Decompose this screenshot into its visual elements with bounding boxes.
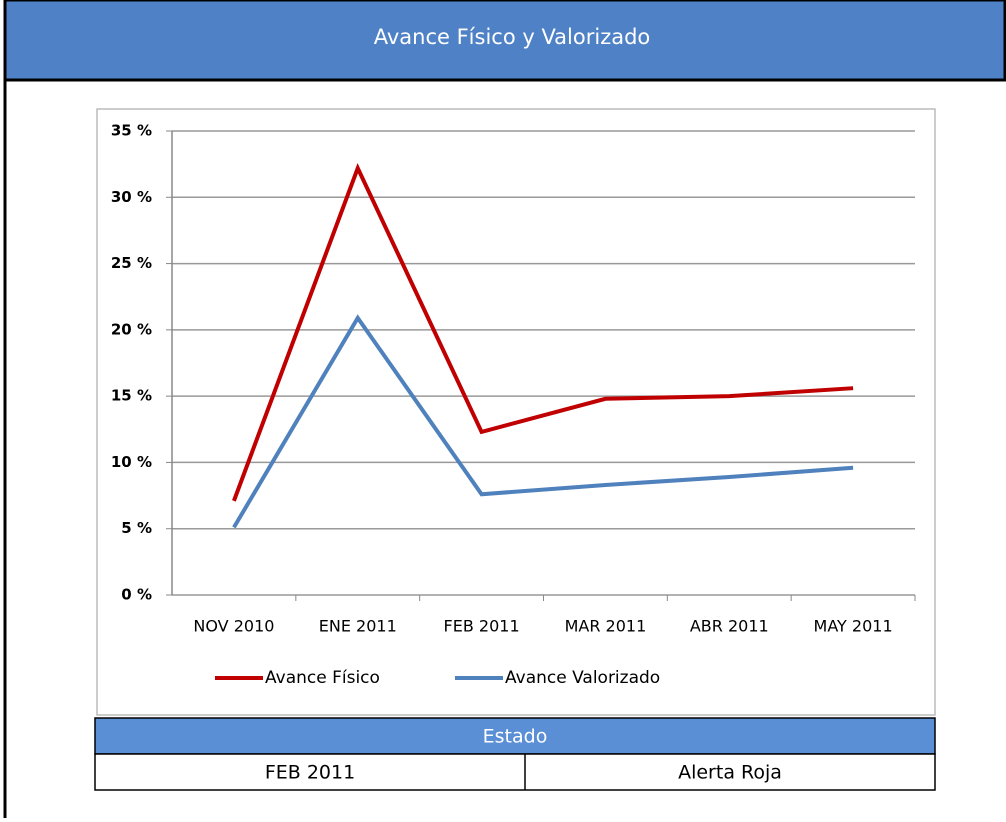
- y-tick-label: 10 %: [111, 453, 152, 471]
- x-tick-label: ENE 2011: [319, 617, 397, 636]
- x-tick-label: FEB 2011: [444, 617, 520, 636]
- x-tick-label: MAR 2011: [565, 617, 647, 636]
- y-tick-label: 15 %: [111, 387, 152, 405]
- status-cell: FEB 2011: [265, 762, 355, 784]
- x-tick-label: MAY 2011: [814, 617, 893, 636]
- series-line: [232, 314, 854, 529]
- chart: 0 % 5 % 10 % 15 % 20 % 25 % 30 % 35 % NOV 2010 EN…: [111, 122, 916, 688]
- status-title: Estado: [483, 726, 548, 748]
- chart-frame: [96, 108, 936, 716]
- x-tick-label: ABR 2011: [690, 617, 769, 636]
- x-tick-label: NOV 2010: [193, 617, 274, 636]
- y-tick-label: 20 %: [111, 320, 152, 338]
- status-row: [94, 753, 936, 791]
- y-tick-label: 0 %: [121, 586, 152, 604]
- header-band: [3, 0, 1006, 82]
- y-tick-label: 30 %: [111, 188, 152, 206]
- legend-label: Avance Físico: [265, 668, 380, 688]
- y-tick-label: 25 %: [111, 254, 152, 272]
- y-tick-label: 35 %: [111, 122, 152, 140]
- header-title: Avance Físico y Valorizado: [374, 25, 651, 49]
- y-tick-label: 5 %: [121, 519, 152, 537]
- legend-label: Avance Valorizado: [505, 668, 660, 688]
- status-cell: Alerta Roja: [678, 762, 782, 784]
- status-header: [94, 717, 936, 755]
- series-line: [232, 162, 854, 502]
